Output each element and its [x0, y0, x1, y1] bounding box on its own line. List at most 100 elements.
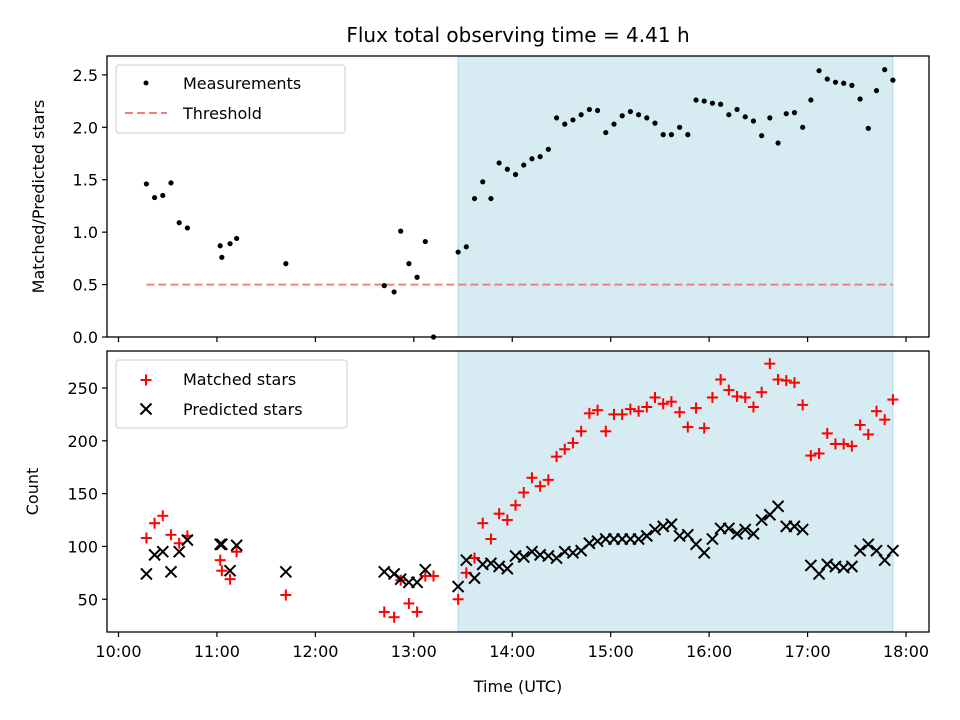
measurement-point	[750, 118, 757, 124]
measurement-point	[660, 132, 666, 138]
measurement-point	[726, 112, 732, 118]
matched-star-point	[616, 408, 628, 420]
measurement-point	[227, 241, 233, 247]
matched-star-point	[224, 573, 236, 585]
measurement-point	[488, 195, 494, 202]
predicted-star-point	[410, 576, 424, 589]
matched-star-point	[575, 425, 587, 437]
matched-star-point	[854, 419, 866, 431]
predicted-star-point	[172, 545, 186, 558]
matched-star-point	[665, 396, 677, 408]
matched-star-point	[764, 358, 776, 370]
measurement-point	[635, 112, 642, 118]
matched-star-point	[493, 508, 505, 520]
x-tick-label: 16:00	[686, 642, 732, 661]
measurement-point	[611, 121, 617, 127]
y-tick-label: 1.0	[73, 223, 98, 242]
predicted-star-point	[468, 571, 481, 585]
matched-star-point	[674, 406, 686, 418]
matched-star-point	[813, 447, 825, 459]
measurement-point	[184, 225, 190, 231]
predicted-star-point	[730, 527, 744, 540]
matched-star-point	[887, 394, 899, 406]
matched-star-point	[600, 425, 612, 437]
predicted-stars-legend-label: Predicted stars	[183, 400, 303, 419]
matched-star-point	[583, 407, 595, 419]
predicted-star-point	[755, 513, 768, 527]
measurement-point	[578, 112, 584, 118]
predicted-star-point	[640, 529, 654, 543]
x-tick-label: 18:00	[883, 642, 929, 661]
y-tick-label: 100	[67, 537, 98, 556]
predicted-star-point	[164, 565, 178, 578]
measurement-point	[463, 244, 469, 250]
measurement-point	[160, 192, 166, 199]
matched-star-point	[870, 405, 882, 417]
measurement-point	[545, 146, 551, 152]
measurement-point	[603, 129, 609, 136]
y-tick-label: 0.5	[73, 276, 98, 295]
observing-span-fill	[458, 351, 893, 632]
matched-star-point	[403, 597, 415, 609]
matched-star-point	[805, 450, 817, 462]
measurement-point	[873, 88, 880, 94]
measurement-point	[865, 125, 871, 131]
matched-star-point	[216, 565, 228, 577]
measurement-point	[234, 235, 240, 242]
ratio-legend: Measurements Threshold	[115, 64, 346, 134]
measurement-point	[816, 68, 822, 74]
measurement-point	[882, 67, 888, 73]
matched-stars-legend-marker	[140, 374, 152, 386]
measurement-point	[832, 79, 839, 85]
measurement-point	[391, 289, 397, 295]
ratio-y-ticks: 0.0 0.5 1.0 1.5 2.0 2.5	[73, 66, 107, 347]
predicted-star-point	[279, 565, 293, 578]
y-tick-label: 1.5	[73, 171, 98, 190]
matched-star-point	[739, 391, 751, 403]
matched-star-point	[649, 391, 661, 403]
ratio-legend-box	[115, 64, 346, 134]
matched-star-point	[698, 422, 710, 434]
predicted-star-point	[886, 544, 900, 557]
matched-star-point	[682, 421, 694, 433]
measurement-point	[644, 115, 650, 121]
predicted-star-point	[223, 564, 237, 577]
ratio-plot-frame	[106, 55, 930, 338]
measurement-point	[480, 179, 486, 185]
predicted-star-point	[140, 567, 153, 581]
matched-star-point	[879, 414, 891, 426]
measurements-series	[143, 67, 896, 340]
predicted-star-point	[747, 527, 760, 540]
count-x-ticks: 10:00 11:00 12:00 13:00 14:00 15:00 16:00 17:00…	[95, 632, 929, 661]
measurement-point	[570, 117, 576, 123]
y-tick-label: 2.5	[73, 66, 98, 85]
predicted-star-point	[214, 538, 227, 551]
matched-star-point	[690, 402, 702, 414]
observing-span	[457, 56, 894, 337]
measurement-point	[406, 261, 412, 267]
predicted-star-point	[156, 545, 169, 558]
measurement-point	[594, 107, 601, 114]
measurement-point	[627, 108, 633, 115]
measurements-legend-label: Measurements	[183, 74, 301, 93]
predicted-star-point	[550, 551, 563, 565]
measurement-point	[759, 133, 765, 139]
measurement-point	[808, 97, 814, 103]
matched-star-point	[542, 474, 554, 486]
threshold-legend-label: Threshold	[182, 104, 262, 123]
matched-star-point	[633, 405, 645, 417]
matched-star-point	[788, 377, 800, 389]
predicted-star-point	[484, 557, 498, 570]
matched-legend-glyph	[140, 374, 152, 386]
predicted-star-point	[796, 523, 809, 536]
predicted-star-point	[722, 522, 736, 535]
matched-star-point	[501, 514, 513, 526]
matched-star-point	[510, 499, 522, 511]
measurement-point	[775, 140, 781, 146]
predicted-star-point	[632, 532, 645, 546]
matched-star-point	[534, 480, 546, 492]
measurement-point	[422, 238, 428, 245]
predicted-stars-legend-marker	[139, 402, 153, 416]
measurement-point	[693, 97, 699, 103]
